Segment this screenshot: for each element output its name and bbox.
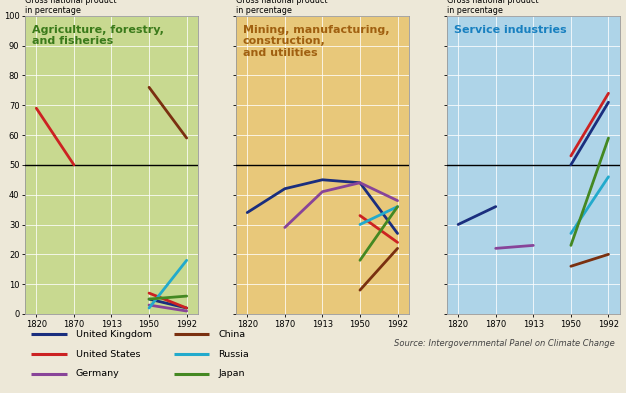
Text: Gross national product
in percentage: Gross national product in percentage [447, 0, 538, 15]
Text: Gross national product
in percentage: Gross national product in percentage [236, 0, 327, 15]
Text: Mining, manufacturing,
construction,
and utilities: Mining, manufacturing, construction, and… [243, 25, 389, 58]
Text: Agriculture, forestry,
and fisheries: Agriculture, forestry, and fisheries [32, 25, 164, 46]
Text: China: China [218, 330, 245, 339]
Text: Japan: Japan [218, 369, 245, 378]
Text: Source: Intergovernmental Panel on Climate Change: Source: Intergovernmental Panel on Clima… [394, 338, 615, 347]
Text: Service industries: Service industries [454, 25, 567, 35]
Text: United Kingdom: United Kingdom [76, 330, 151, 339]
Text: Germany: Germany [76, 369, 120, 378]
Text: United States: United States [76, 349, 140, 358]
Text: Russia: Russia [218, 349, 249, 358]
Text: Gross national product
in percentage: Gross national product in percentage [25, 0, 116, 15]
